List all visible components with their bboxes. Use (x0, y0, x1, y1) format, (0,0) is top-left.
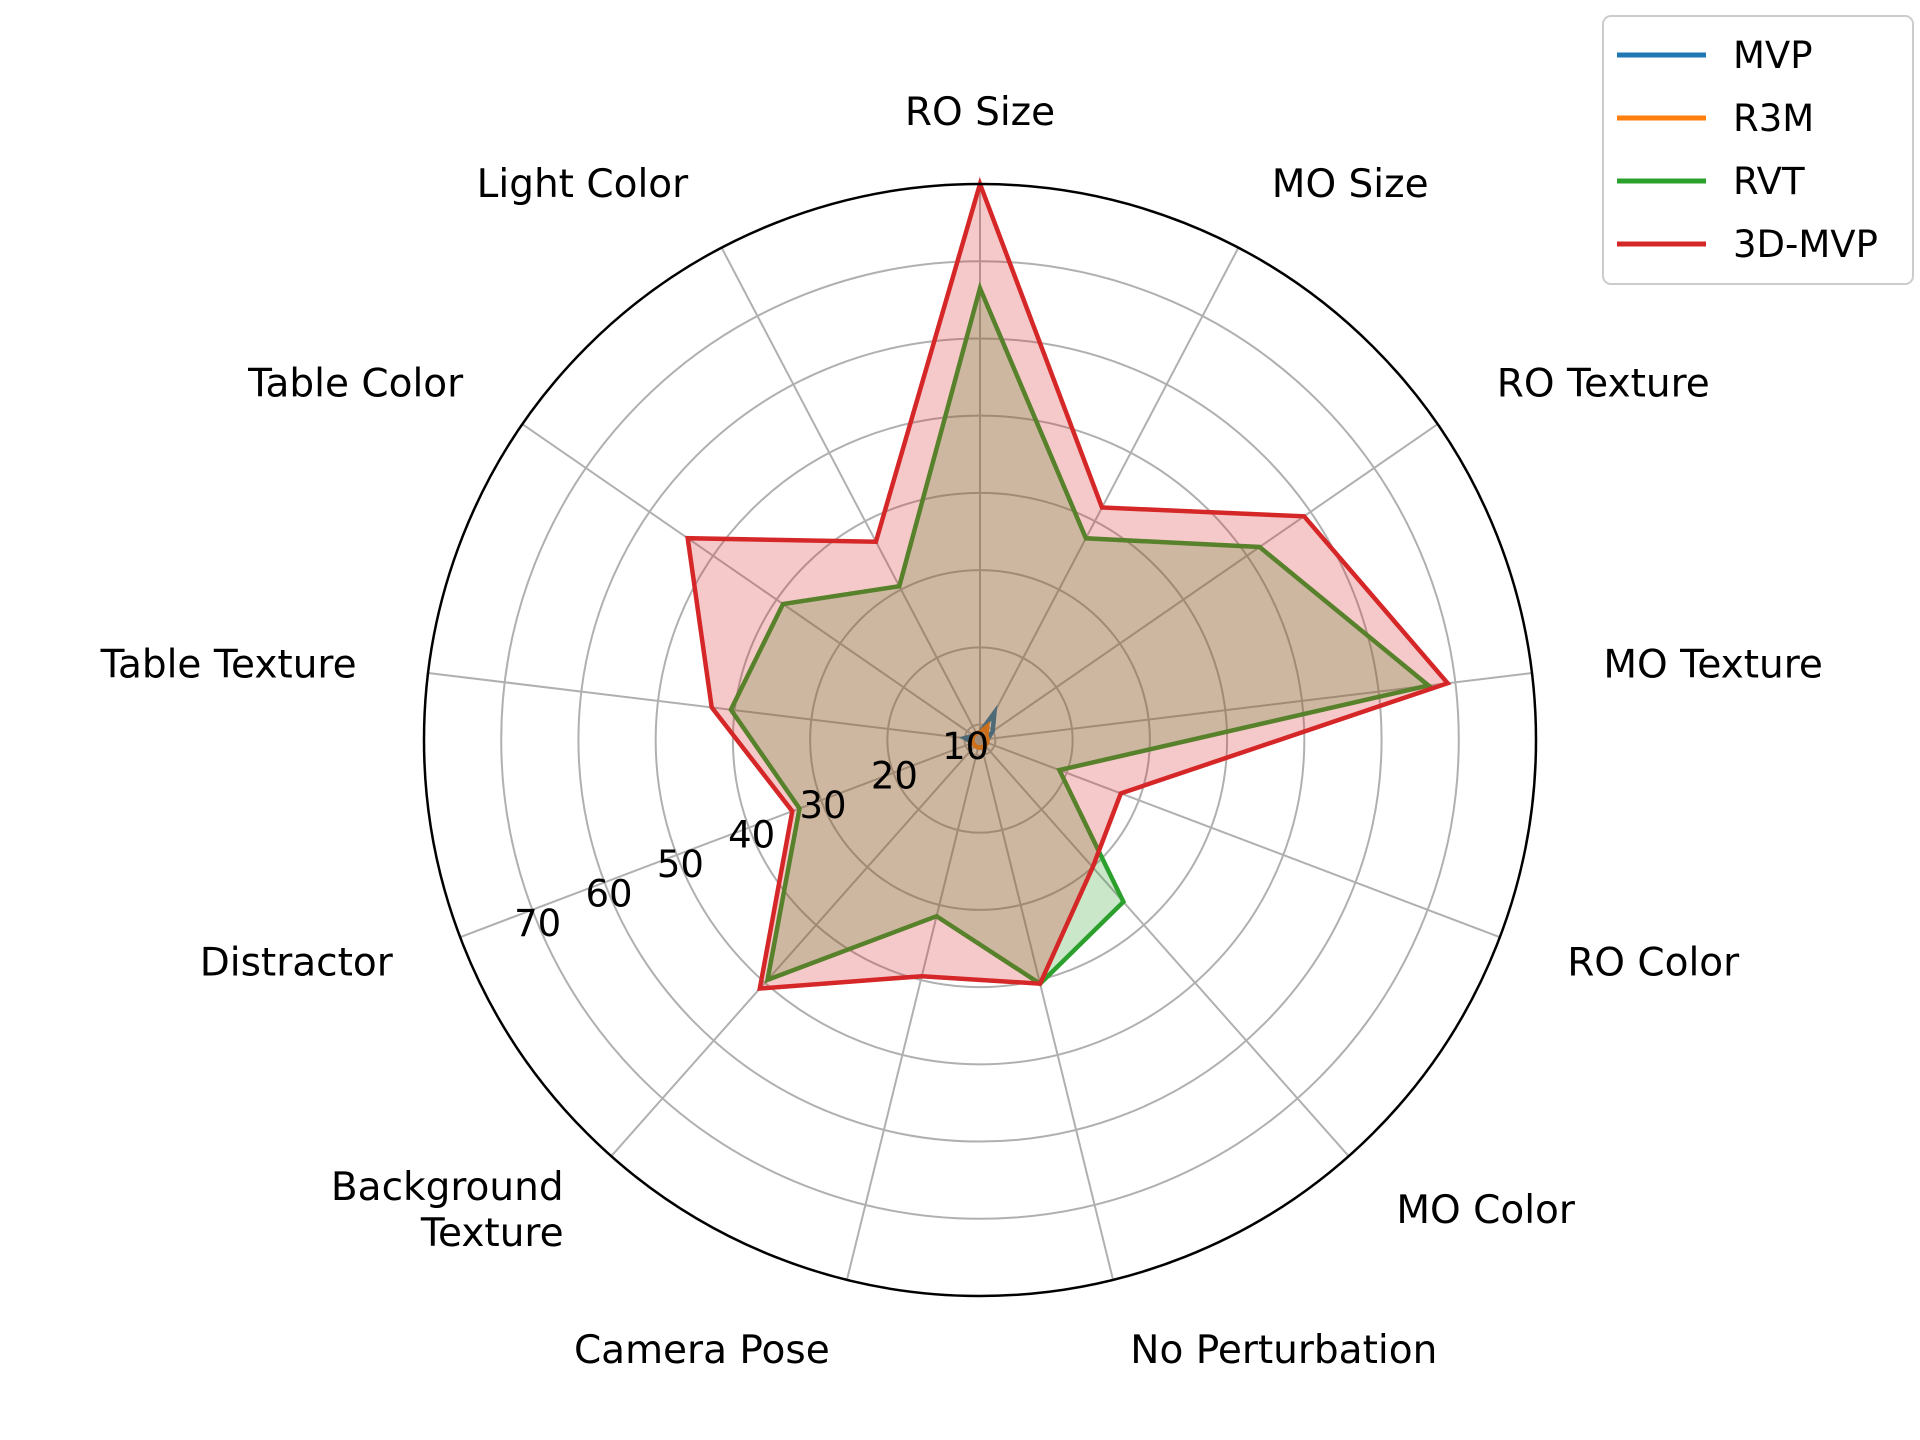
spoke-7 (979, 739, 1115, 1281)
legend-item: MVP (1617, 34, 1813, 77)
axis-label: RO Color (1567, 941, 1740, 986)
series-2 (969, 721, 991, 750)
series-line (728, 281, 1434, 987)
radar-grid (427, 184, 1533, 1281)
axis-label-line: RO Texture (1497, 361, 1710, 406)
legend-box (1602, 15, 1914, 285)
axis-label-line: Background (331, 1165, 564, 1210)
spoke-6 (979, 739, 1350, 1157)
axis-label-line: MO Texture (1603, 642, 1823, 687)
legend-item: 3D-MVP (1617, 223, 1878, 266)
axis-label-line: RO Size (905, 90, 1055, 135)
axis-label: MO Texture (1603, 642, 1823, 687)
radial-tick-label: 40 (728, 814, 775, 857)
spoke-3 (979, 423, 1439, 741)
axis-label-line: No Perturbation (1130, 1328, 1437, 1373)
legend-item: RVT (1617, 160, 1805, 203)
axis-label: No Perturbation (1130, 1328, 1437, 1373)
axis-label: Table Texture (100, 642, 357, 687)
radial-tick-label: 50 (657, 843, 704, 886)
radial-tick-label: 10 (942, 725, 989, 768)
radial-tick-label: 70 (514, 902, 561, 945)
axis-label-line: Camera Pose (574, 1328, 830, 1373)
axis-label-line: RO Color (1567, 941, 1740, 986)
legend-label: MVP (1733, 34, 1813, 77)
series-line (969, 721, 991, 750)
axis-label: Camera Pose (574, 1328, 830, 1373)
spoke-11 (427, 671, 981, 741)
axis-label: Background Texture (331, 1165, 564, 1256)
axis-label-line: MO Size (1272, 162, 1429, 207)
legend: MVP R3M RVT 3D-MVP (1602, 15, 1914, 285)
axis-label-line: Distractor (200, 941, 394, 986)
series-4 (685, 176, 1452, 991)
spoke-9 (610, 739, 981, 1157)
axis-label: RO Size (905, 90, 1055, 135)
spoke-5 (979, 739, 1501, 939)
axis-label: Distractor (200, 941, 394, 986)
spoke-12 (521, 423, 981, 741)
radial-tick-labels: 10 20 30 40 50 60 70 (514, 725, 989, 945)
series-3 (728, 281, 1434, 987)
outer-frame (422, 182, 1538, 1298)
radial-tick-label: 60 (585, 873, 632, 916)
legend-label: R3M (1733, 97, 1814, 140)
axis-label: MO Color (1396, 1188, 1576, 1233)
axis-label: Light Color (477, 162, 690, 207)
series-line (685, 176, 1452, 991)
radial-tick-label: 30 (799, 784, 846, 827)
series-fill (687, 184, 1448, 989)
spoke-8 (845, 739, 981, 1281)
axis-label-line: Texture (420, 1211, 564, 1256)
axis-label: Table Color (247, 361, 464, 406)
axis-labels: RO Size MO Size RO Texture MO Texture RO Col… (100, 90, 1823, 1373)
radial-tick-label: 20 (871, 755, 918, 798)
spoke-2 (979, 247, 1240, 741)
series-fill (730, 288, 1429, 984)
legend-label: RVT (1733, 160, 1805, 203)
legend-item: R3M (1617, 97, 1814, 140)
axis-label-line: Table Color (247, 361, 464, 406)
spoke-13 (720, 247, 981, 741)
axis-label-line: Table Texture (100, 642, 357, 687)
axis-label: MO Size (1272, 162, 1429, 207)
axis-label-line: Light Color (477, 162, 690, 207)
spoke-10 (459, 739, 981, 939)
axis-label-line: MO Color (1396, 1188, 1576, 1233)
axis-label: RO Texture (1497, 361, 1710, 406)
series-layer (685, 176, 1452, 991)
legend-label: 3D-MVP (1733, 223, 1878, 266)
